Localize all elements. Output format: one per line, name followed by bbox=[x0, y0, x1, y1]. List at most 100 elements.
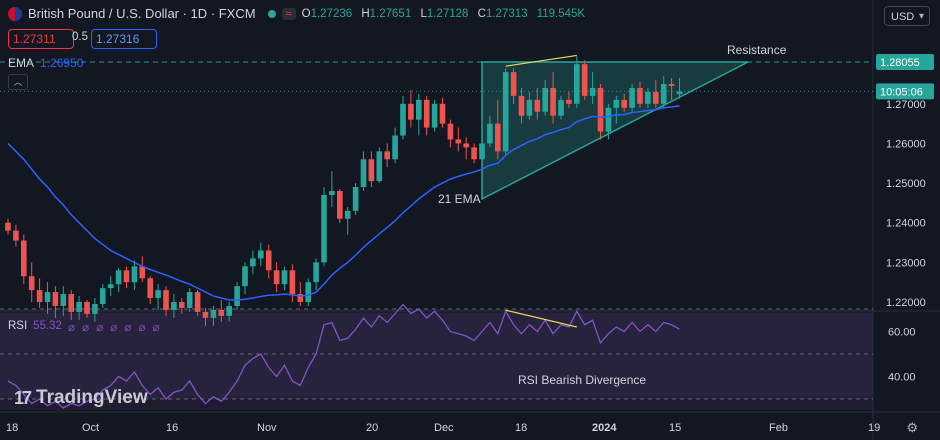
candle-body bbox=[321, 194, 327, 263]
candle-body bbox=[194, 292, 201, 312]
candle-body bbox=[629, 87, 635, 108]
candle-body bbox=[147, 278, 153, 299]
candle-body bbox=[566, 99, 572, 104]
candle-body bbox=[645, 91, 651, 104]
candle-body bbox=[107, 284, 114, 289]
candle-body bbox=[581, 64, 588, 96]
candle-body bbox=[13, 230, 19, 241]
ema-legend[interactable]: EMA 1.26950 bbox=[8, 56, 83, 70]
time-axis-tick: 19 bbox=[868, 422, 880, 434]
rsi-divergence-line bbox=[505, 309, 577, 328]
volume-value: 119.545K bbox=[536, 7, 586, 20]
candle-body bbox=[439, 103, 446, 124]
time-axis-tick: 16 bbox=[166, 422, 178, 434]
resistance-annotation: Resistance bbox=[727, 43, 787, 57]
candle-body bbox=[210, 309, 217, 318]
candle-body bbox=[100, 288, 106, 304]
candle-body bbox=[92, 303, 98, 314]
candle-body bbox=[384, 151, 390, 160]
tradingview-brand[interactable]: 17 TradingView bbox=[14, 387, 148, 409]
sell-price-button[interactable]: 1.27311 bbox=[8, 29, 74, 49]
time-axis-tick: 15 bbox=[669, 422, 681, 434]
candle-body bbox=[234, 286, 240, 306]
chart-header: British Pound / U.S. Dollar · 1D · FXCM … bbox=[8, 6, 591, 21]
candle-body bbox=[44, 292, 51, 302]
candle-body bbox=[455, 139, 462, 144]
collapse-indicators-icon[interactable]: ︿ bbox=[8, 74, 28, 90]
candle-body bbox=[155, 290, 161, 299]
time-axis-tick: Feb bbox=[769, 422, 788, 434]
candle-body bbox=[621, 99, 627, 108]
time-axis-tick: 18 bbox=[6, 422, 18, 434]
candle-body bbox=[313, 262, 319, 283]
candle-body bbox=[487, 123, 493, 144]
candle-body bbox=[613, 99, 620, 108]
high-value: 1.27651 bbox=[369, 7, 412, 20]
candle-body bbox=[668, 83, 675, 86]
gear-icon[interactable]: ⚙ bbox=[906, 420, 918, 435]
candle-body bbox=[447, 123, 454, 140]
resistance-price-label-bg bbox=[876, 54, 934, 70]
candle-body bbox=[281, 270, 288, 285]
candle-body bbox=[28, 276, 35, 291]
candle-body bbox=[84, 302, 90, 314]
time-axis-tick: 2024 bbox=[592, 422, 617, 434]
rsi-legend[interactable]: RSI 55.32 ⌀ ⌀ ⌀ ⌀ ⌀ ⌀ ⌀ bbox=[8, 320, 162, 334]
candle-body bbox=[226, 305, 232, 316]
price-axis-tick: 1.25000 bbox=[886, 178, 926, 190]
candle-body bbox=[637, 87, 643, 104]
candle-body bbox=[463, 143, 469, 148]
tradingview-logo-icon: 17 bbox=[14, 387, 32, 408]
candle-body bbox=[471, 147, 477, 160]
candle-body bbox=[510, 72, 517, 96]
price-axis-tick: 1.27000 bbox=[886, 99, 926, 111]
candle-body bbox=[139, 266, 146, 279]
price-axis-tick: 1.24000 bbox=[886, 218, 926, 230]
gbp-usd-flag-icon bbox=[8, 6, 22, 21]
currency-select[interactable]: USD bbox=[884, 6, 930, 27]
candle-body bbox=[376, 151, 383, 182]
open-label: O bbox=[301, 7, 311, 20]
candle-body bbox=[68, 294, 74, 312]
candle-body bbox=[305, 282, 311, 302]
ema-legend-label: EMA bbox=[8, 56, 35, 70]
candle-body bbox=[495, 123, 501, 152]
candle-body bbox=[416, 99, 422, 120]
candle-body bbox=[60, 294, 67, 306]
price-axis-tick: 1.22000 bbox=[886, 297, 926, 309]
time-axis-tick: Oct bbox=[82, 422, 99, 434]
candle-body bbox=[589, 87, 596, 96]
ema-line bbox=[7, 105, 680, 301]
time-axis-tick: Dec bbox=[434, 422, 454, 434]
candle-body bbox=[408, 103, 414, 120]
close-label: C bbox=[477, 7, 486, 20]
candle-body bbox=[179, 302, 185, 308]
market-open-icon bbox=[267, 9, 276, 18]
time-axis-tick: 20 bbox=[366, 422, 378, 434]
candle-body bbox=[289, 270, 296, 295]
candle-body bbox=[163, 290, 169, 310]
candle-body bbox=[337, 191, 343, 219]
candle-body bbox=[218, 309, 225, 316]
candle-body bbox=[368, 159, 375, 182]
candle-body bbox=[653, 91, 659, 104]
price-axis-tick: 1.26000 bbox=[886, 138, 926, 150]
rsi-legend-label: RSI bbox=[8, 320, 28, 332]
ascending-triangle bbox=[481, 61, 749, 201]
candle-body bbox=[297, 294, 304, 302]
price-axis-tick: 1.23000 bbox=[886, 257, 926, 269]
ema-legend-value: 1.26950 bbox=[40, 56, 84, 70]
rsi-legend-value: 55.32 bbox=[33, 320, 62, 332]
rsi-axis-tick: 40.00 bbox=[888, 372, 916, 384]
candle-body bbox=[352, 187, 359, 211]
symbol-title[interactable]: British Pound / U.S. Dollar · 1D · FXCM bbox=[28, 6, 256, 21]
candle-body bbox=[52, 292, 59, 306]
low-value: 1.27128 bbox=[426, 7, 469, 20]
current-price-label-bg bbox=[876, 83, 934, 100]
buy-price-button[interactable]: 1.27316 bbox=[91, 29, 157, 49]
wave-icon[interactable]: ≈ bbox=[281, 7, 296, 20]
candle-body bbox=[76, 302, 82, 312]
ema-annotation: 21 EMA bbox=[438, 192, 481, 206]
candle-body bbox=[242, 266, 248, 287]
